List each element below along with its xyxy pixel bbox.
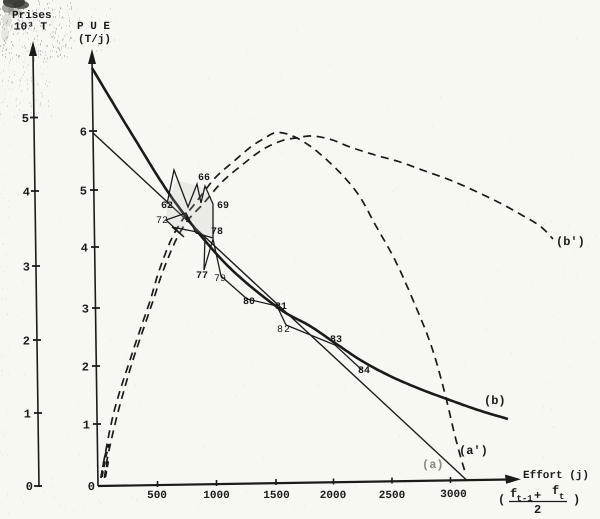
svg-text:80: 80 (243, 297, 255, 308)
svg-text:3: 3 (23, 261, 30, 275)
svg-text:10³ T: 10³ T (14, 22, 47, 34)
svg-text:(a): (a) (422, 458, 444, 472)
svg-text:(T/j): (T/j) (78, 34, 111, 46)
svg-text:4: 4 (23, 186, 30, 200)
svg-text:4: 4 (81, 242, 88, 256)
svg-text:78: 78 (211, 227, 223, 238)
svg-text:P U E: P U E (77, 21, 110, 33)
svg-text:1500: 1500 (263, 490, 289, 502)
svg-text:2: 2 (82, 361, 89, 375)
svg-text:69: 69 (217, 201, 229, 212)
svg-text:2000: 2000 (320, 490, 346, 502)
svg-text:(a'): (a') (459, 444, 488, 458)
svg-text:84: 84 (358, 366, 370, 377)
svg-text:1: 1 (83, 419, 90, 433)
svg-text:1000: 1000 (203, 490, 229, 502)
svg-text:Prises: Prises (12, 10, 52, 22)
svg-text:6: 6 (80, 126, 87, 140)
svg-text:82: 82 (277, 325, 291, 336)
svg-text:Effort (j): Effort (j) (523, 469, 589, 482)
svg-text:0: 0 (88, 480, 95, 494)
svg-text:1: 1 (24, 408, 31, 422)
svg-text:2: 2 (534, 503, 541, 517)
svg-text:2: 2 (23, 335, 30, 349)
svg-text:66: 66 (198, 173, 210, 184)
svg-text:(b): (b) (484, 394, 506, 408)
svg-text:3000: 3000 (440, 489, 466, 501)
svg-text:3: 3 (82, 303, 89, 317)
svg-text:+: + (534, 489, 541, 503)
svg-text:77: 77 (196, 271, 208, 282)
svg-text:(b'): (b') (556, 235, 585, 249)
svg-text:f: f (552, 484, 559, 498)
svg-text:5: 5 (22, 112, 29, 126)
svg-text:81: 81 (275, 302, 287, 313)
svg-text:72: 72 (156, 216, 168, 227)
svg-text:t: t (559, 492, 564, 502)
svg-text:83: 83 (330, 335, 342, 346)
svg-text:f: f (510, 487, 517, 501)
svg-text:5: 5 (80, 185, 87, 199)
svg-text:t-1: t-1 (517, 494, 534, 504)
svg-text:79: 79 (214, 274, 226, 285)
svg-text:62: 62 (161, 201, 173, 212)
svg-text:500: 500 (147, 490, 167, 502)
svg-text:(: ( (498, 493, 505, 507)
svg-text:): ) (573, 493, 580, 507)
svg-text:2500: 2500 (379, 490, 405, 502)
svg-text:0: 0 (26, 480, 33, 494)
